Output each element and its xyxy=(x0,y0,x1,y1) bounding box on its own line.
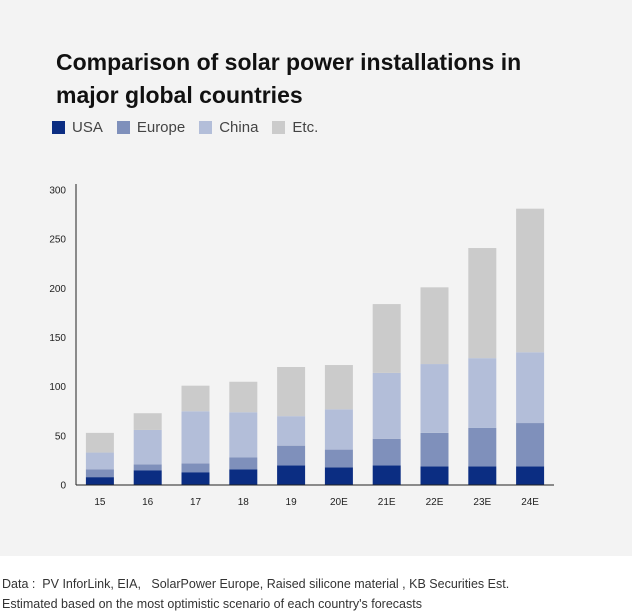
bar-segment-usa-18 xyxy=(229,469,258,485)
bar-segment-usa-16 xyxy=(133,470,162,485)
y-tick-label: 0 xyxy=(60,481,66,492)
x-tick-label: 21E xyxy=(378,497,396,508)
bar-segment-china-24e xyxy=(516,352,545,424)
y-tick-label: 300 xyxy=(49,186,66,197)
legend-swatch-usa xyxy=(52,120,65,134)
source-line-1: Data : PV InforLink, EIA, SolarPower Eur… xyxy=(2,577,510,591)
bar-segment-usa-24e xyxy=(516,466,545,485)
y-tick-label: 50 xyxy=(55,431,67,442)
y-axis-ticks: 0 50 100 150 200 250 300 xyxy=(49,186,66,492)
bar-segment-usa-15 xyxy=(85,477,114,485)
legend-label-china: China xyxy=(219,118,259,136)
x-tick-label: 17 xyxy=(190,497,202,508)
bar-segment-etc-23e xyxy=(468,248,497,359)
source-note: Data : PV InforLink, EIA, SolarPower Eur… xyxy=(2,574,509,614)
bar-segment-china-21e xyxy=(372,372,401,439)
y-tick-label: 200 xyxy=(49,284,66,295)
bar-segment-china-20e xyxy=(324,409,353,450)
bar-segment-etc-18 xyxy=(229,381,258,413)
x-tick-label: 15 xyxy=(94,497,106,508)
bar-segment-china-17 xyxy=(181,411,210,464)
x-tick-label: 20E xyxy=(330,497,348,508)
legend-item-europe: Europe xyxy=(116,118,186,136)
bar-segment-etc-17 xyxy=(181,385,210,412)
bar-segment-usa-20e xyxy=(324,467,353,485)
legend-swatch-china xyxy=(199,120,213,134)
bar-segment-usa-22e xyxy=(420,466,449,485)
bar-segment-europe-22e xyxy=(420,432,449,467)
legend-label-europe: Europe xyxy=(136,118,186,136)
x-tick-label: 18 xyxy=(238,497,250,508)
bar-segment-europe-17 xyxy=(181,463,210,473)
bar-segment-etc-16 xyxy=(133,413,162,430)
bar-segment-europe-23e xyxy=(468,427,497,467)
chart-title: Comparison of solar power installations … xyxy=(56,49,522,108)
source-line-2: Estimated based on the most optimistic s… xyxy=(2,597,422,611)
legend-swatch-europe xyxy=(116,120,130,134)
x-tick-label: 19 xyxy=(286,497,298,508)
bar-segment-usa-19 xyxy=(277,465,306,485)
bar-segment-etc-15 xyxy=(85,432,114,453)
bar-segment-china-19 xyxy=(277,416,306,446)
legend-item-etc: Etc. xyxy=(272,119,318,136)
bar-segment-etc-22e xyxy=(420,287,449,365)
bar-segment-europe-19 xyxy=(277,445,306,466)
y-tick-label: 250 xyxy=(49,235,66,246)
legend-item-china: China xyxy=(199,119,258,136)
bar-segment-etc-20e xyxy=(324,365,353,410)
x-tick-label: 24E xyxy=(521,497,539,508)
x-tick-label: 16 xyxy=(142,497,154,508)
x-tick-label: 23E xyxy=(473,497,491,508)
y-tick-label: 100 xyxy=(49,382,66,393)
bar-segment-china-18 xyxy=(229,412,258,458)
bar-segment-etc-19 xyxy=(277,367,306,417)
bars xyxy=(85,208,545,485)
bar-segment-europe-16 xyxy=(133,464,162,471)
bar-segment-china-23e xyxy=(468,358,497,428)
bar-segment-china-22e xyxy=(420,364,449,433)
x-axis-ticks: 15 16 17 18 19 20E 21E 22E 23E 24E xyxy=(94,497,539,508)
bar-segment-europe-20e xyxy=(324,449,353,468)
bar-segment-usa-23e xyxy=(468,466,497,485)
bar-segment-etc-21e xyxy=(372,304,401,373)
x-tick-label: 22E xyxy=(426,497,444,508)
y-tick-label: 150 xyxy=(49,333,66,344)
bar-segment-europe-21e xyxy=(372,438,401,466)
bar-segment-europe-18 xyxy=(229,457,258,470)
stacked-bar-chart: 0 50 100 150 200 250 300 15 16 17 18 19 20E 21E 22E 23… xyxy=(49,184,554,508)
bar-segment-china-15 xyxy=(85,452,114,470)
legend: USA Europe China Etc. xyxy=(52,117,332,137)
bar-segment-europe-24e xyxy=(516,423,545,467)
bar-segment-china-16 xyxy=(133,429,162,465)
bar-segment-europe-15 xyxy=(85,469,114,478)
legend-item-usa: USA xyxy=(52,119,103,136)
legend-swatch-etc xyxy=(272,120,286,134)
bar-segment-usa-21e xyxy=(372,465,401,485)
bar-segment-etc-24e xyxy=(516,208,545,353)
legend-label-usa: USA xyxy=(72,118,103,136)
bar-segment-usa-17 xyxy=(181,472,210,485)
legend-label-etc: Etc. xyxy=(292,118,319,136)
